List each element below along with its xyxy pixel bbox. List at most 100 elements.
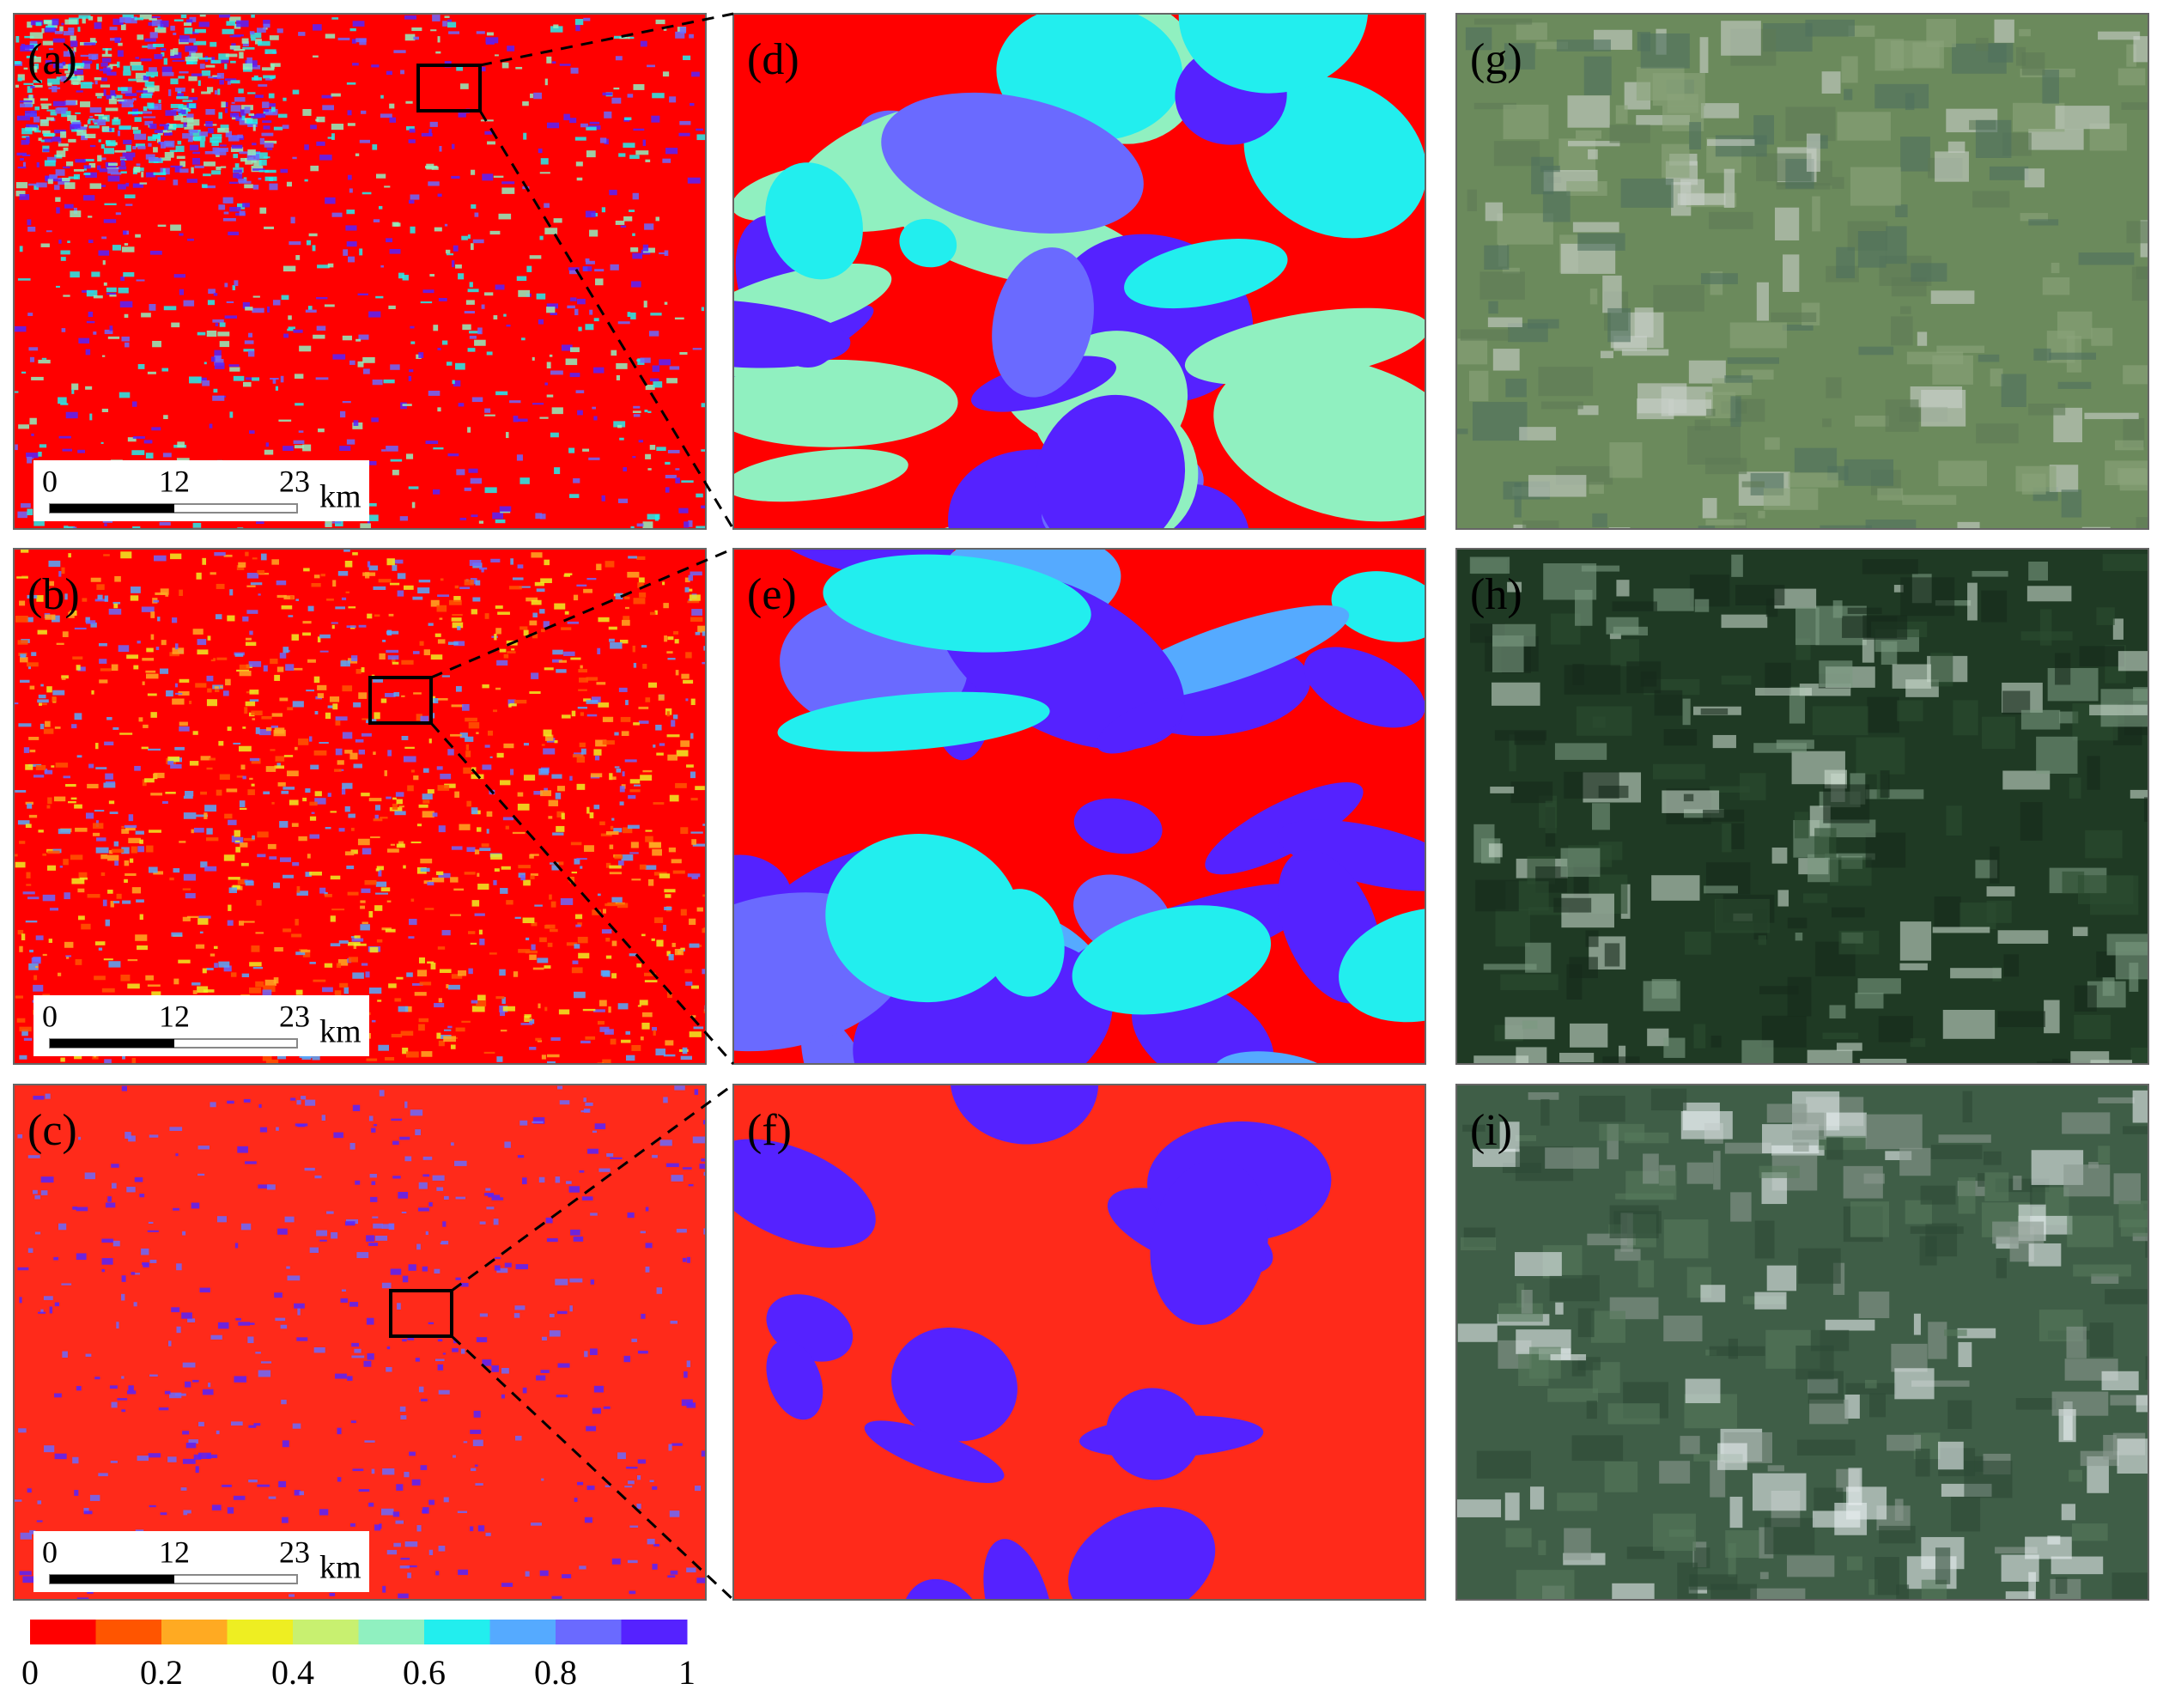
map-speckle [75, 63, 85, 67]
map-speckle [592, 406, 596, 410]
map-speckle [264, 143, 274, 148]
map-speckle [121, 1275, 126, 1282]
map-speckle [131, 401, 137, 407]
map-speckle [27, 1248, 33, 1253]
map-speckle [493, 1219, 499, 1225]
map-speckle [624, 117, 632, 120]
satellite-texture [1589, 289, 1598, 305]
map-speckle [186, 119, 200, 126]
map-speckle [148, 1221, 154, 1224]
map-speckle [623, 143, 635, 148]
satellite-texture [1777, 890, 1789, 907]
map-speckle [63, 147, 69, 151]
map-speckle [252, 307, 264, 313]
map-speckle [120, 974, 131, 982]
map-speckle [295, 919, 299, 926]
map-speckle [622, 771, 625, 777]
satellite-texture [2033, 348, 2051, 361]
map-speckle [247, 1336, 254, 1344]
map-speckle [331, 133, 335, 140]
map-speckle [663, 1054, 676, 1057]
map-speckle [283, 265, 296, 272]
map-speckle [99, 168, 108, 173]
map-speckle [188, 38, 196, 43]
map-speckle [703, 1171, 706, 1176]
map-speckle [538, 768, 549, 775]
map-speckle [423, 649, 430, 656]
map-speckle [100, 185, 106, 187]
map-speckle [218, 14, 231, 18]
map-speckle [642, 139, 646, 146]
map-speckle [229, 411, 234, 418]
satellite-texture [1750, 1588, 1806, 1600]
satellite-texture [1786, 1555, 1835, 1577]
satellite-texture [1812, 706, 1868, 736]
map-speckle [418, 352, 424, 359]
map-speckle [639, 864, 647, 870]
satellite-texture [1704, 885, 1739, 894]
map-speckle [561, 344, 573, 351]
map-speckle [172, 59, 185, 62]
map-speckle [176, 155, 185, 159]
map-speckle [195, 1466, 199, 1474]
map-speckle [189, 144, 199, 151]
map-speckle [199, 131, 208, 137]
satellite-texture [1557, 1492, 1598, 1511]
map-speckle [91, 690, 94, 695]
map-speckle [167, 1456, 177, 1462]
map-speckle [625, 700, 629, 706]
map-speckle [361, 110, 367, 114]
satellite-texture [1488, 301, 1498, 314]
satellite-texture [2062, 1112, 2111, 1134]
map-speckle [669, 1510, 680, 1517]
map-speckle [234, 840, 240, 842]
map-speckle [440, 773, 452, 780]
map-speckle [14, 854, 18, 857]
map-speckle [633, 662, 637, 668]
map-speckle [331, 212, 343, 217]
map-speckle [615, 593, 623, 599]
map-speckle [696, 128, 703, 131]
map-speckle [393, 222, 401, 227]
map-speckle [442, 21, 447, 27]
map-speckle [444, 15, 450, 19]
map-speckle [697, 625, 706, 633]
map-speckle [252, 377, 260, 381]
map-speckle [616, 374, 621, 380]
map-speckle [224, 315, 238, 319]
map-speckle [474, 913, 485, 916]
map-speckle [507, 46, 515, 52]
map-speckle [285, 664, 295, 672]
map-speckle [218, 53, 229, 60]
map-speckle [33, 984, 44, 992]
map-speckle [569, 118, 577, 124]
map-speckle [652, 848, 662, 856]
map-speckle [362, 718, 370, 720]
panel-border [1455, 1084, 2149, 1601]
map-speckle [97, 119, 106, 125]
satellite-texture [2057, 381, 2092, 389]
map-speckle [244, 106, 251, 114]
map-speckle [191, 982, 201, 986]
map-speckle [61, 328, 66, 332]
map-speckle [253, 75, 258, 81]
satellite-texture [1892, 664, 1932, 689]
satellite-texture [2071, 1523, 2108, 1541]
map-speckle [215, 614, 222, 620]
map-speckle [405, 1051, 419, 1058]
map-speckle [501, 1394, 506, 1399]
map-speckle [296, 890, 308, 896]
map-speckle [410, 898, 415, 903]
map-speckle [29, 949, 33, 953]
map-speckle [593, 749, 602, 756]
map-speckle [380, 887, 391, 892]
satellite-texture [1504, 43, 1535, 70]
map-speckle [702, 631, 706, 636]
map-speckle [354, 943, 367, 946]
map-speckle [163, 58, 168, 65]
map-speckle [27, 1488, 32, 1493]
map-speckle [101, 58, 112, 63]
map-speckle [584, 1517, 592, 1523]
map-speckle [60, 76, 67, 82]
satellite-texture [1492, 349, 1520, 371]
